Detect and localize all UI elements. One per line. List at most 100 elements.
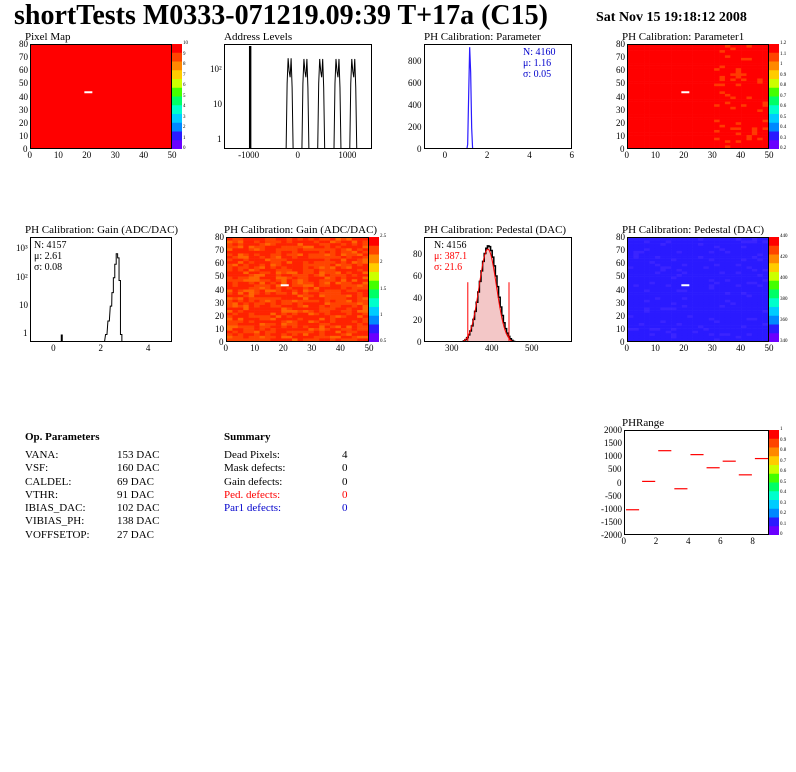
gain-map-cell <box>335 333 342 337</box>
gain-map-cell <box>335 289 342 293</box>
gain-map-cell <box>351 328 358 331</box>
ph-param1-cell <box>703 142 710 146</box>
ph-param1-cell <box>628 63 634 66</box>
ph-param1-cell <box>649 75 656 79</box>
gain-map-cell <box>254 253 260 257</box>
pedestal-map-cell <box>746 333 753 337</box>
gain-map-cell <box>254 271 260 275</box>
ph-param1-cell <box>628 57 634 61</box>
gain-map-ytick: 30 <box>215 297 224 308</box>
gain-map-cell <box>237 333 244 337</box>
gain-map-cell <box>227 320 233 324</box>
gain-map-cell <box>324 335 331 339</box>
ph-param1-cell <box>660 114 666 118</box>
pedestal-map-cell <box>708 307 715 311</box>
pedestal-map-cell <box>660 281 666 285</box>
ph-param1-cell <box>724 91 731 95</box>
pedestal-map-cell <box>757 250 763 254</box>
ph-param1-cell <box>676 142 683 146</box>
gain-map-cell <box>270 335 277 339</box>
ph-param1-cell <box>681 83 688 87</box>
pedestal-map-cell <box>730 250 736 254</box>
gain-map-cell <box>248 330 255 334</box>
pedestal-map-cell <box>649 312 656 316</box>
ph-param1-cell <box>746 57 753 61</box>
pedestal-map-cell <box>730 289 736 293</box>
gain-map-cell <box>232 297 239 301</box>
pedestal-map-cell <box>714 240 720 244</box>
gain-map-cell <box>248 338 255 341</box>
pedestal-map-cell <box>714 263 720 267</box>
ph-param1-cell <box>660 63 666 66</box>
pedestal-map-ytick: 40 <box>616 284 625 295</box>
pedestal-map-cell <box>719 248 726 252</box>
gain-map-cell <box>281 245 287 249</box>
gain-map-cell <box>335 243 342 247</box>
ph-param1-cell <box>708 109 715 113</box>
ph-param1-cell <box>660 50 666 54</box>
gain-map-cell <box>351 261 358 265</box>
ph-param1-cell <box>698 135 704 138</box>
pedestal-map-cell <box>692 307 699 311</box>
gain-map-cell <box>340 333 347 337</box>
gain-map-cell <box>346 317 353 321</box>
gain-map-cell <box>248 279 255 283</box>
ph-param1-cell <box>692 93 699 97</box>
ph-param1-cell <box>628 96 634 100</box>
gain-map-cell <box>340 335 347 339</box>
gain-map-cell <box>270 312 277 316</box>
gain-map-cell <box>275 304 282 308</box>
gain-map-cell <box>330 315 336 319</box>
ph-param1-cell <box>687 119 693 123</box>
pedestal-map-cell <box>698 307 704 311</box>
ph-param1-cell <box>708 142 715 146</box>
pedestal-map-cell <box>757 248 763 252</box>
pedestal-map-cell <box>633 256 640 259</box>
gain-map-cell <box>232 248 239 252</box>
ph-param1-cell <box>692 78 699 82</box>
ph-param1-cell <box>751 140 758 144</box>
gain-map-cell <box>275 248 282 252</box>
ph-param1-cell <box>746 145 753 148</box>
pedestal-map-cell <box>671 250 677 254</box>
gain-map-cell <box>351 338 358 341</box>
ph-param1-cell <box>681 70 688 74</box>
gain-map-cell <box>340 325 347 329</box>
pedestal-map-cell <box>708 248 715 252</box>
ph-param1-cell <box>714 111 720 115</box>
ph-param1-cell <box>628 73 634 77</box>
gain-map-cell <box>357 320 363 324</box>
gain-map-cell <box>237 338 244 341</box>
gain-map-cell <box>357 304 363 308</box>
pedestal-map-cell <box>757 292 763 295</box>
ph-param1-cell <box>649 101 656 105</box>
pedestal-map-cell <box>649 245 656 249</box>
pedestal-map-cell <box>724 248 731 252</box>
ph-param1-cell <box>671 78 677 82</box>
pedestal-map-cell <box>638 271 645 275</box>
ph-param1-cell <box>628 45 634 48</box>
ph-param1-cell <box>638 93 645 97</box>
pedestal-map-cell <box>762 335 768 339</box>
ph-param1-cell <box>719 83 726 87</box>
pedestal-map-cell <box>692 263 699 267</box>
pedestal-map-cell <box>665 263 672 267</box>
gain-map-cell <box>232 250 239 254</box>
ph-param1-cell <box>676 52 683 56</box>
pedestal-map-cell <box>719 317 726 321</box>
ph-param1-cell <box>692 45 699 48</box>
pedestal-map-cell <box>671 325 677 329</box>
ph-param1-cell <box>751 99 758 102</box>
ph-param1-cell <box>746 132 753 136</box>
gain-map-cell <box>232 245 239 249</box>
pedestal-map-cell <box>735 274 742 277</box>
gain-map-cell <box>243 248 249 252</box>
gain-map-cell <box>281 294 287 298</box>
pedestal-map-cell <box>633 279 640 283</box>
ph-param1-cell <box>724 101 731 105</box>
pedestal-map-cell <box>628 317 634 321</box>
pedestal-map-cell <box>762 245 768 249</box>
ph-param1-cell <box>741 119 747 123</box>
pedestal-map-cell <box>714 253 720 257</box>
gain-map-cell <box>297 243 304 247</box>
